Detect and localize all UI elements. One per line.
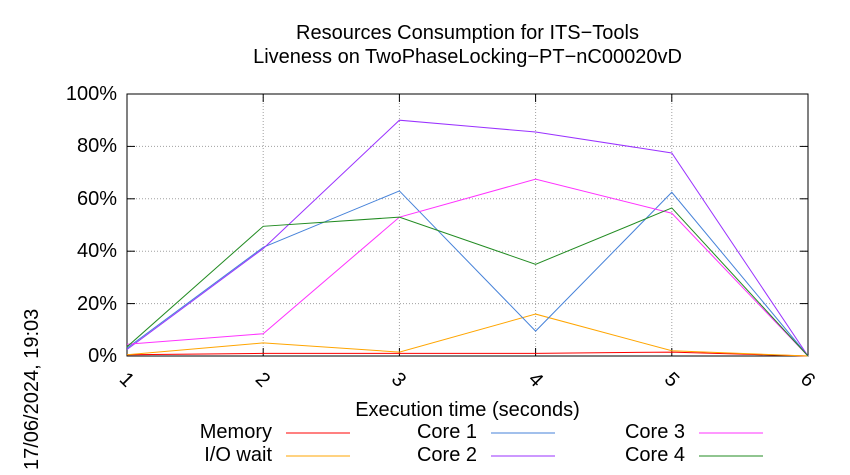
legend-label-core-3: Core 3 [624, 421, 685, 443]
chart-title: Resources Consumption for ITS−Tools [296, 22, 639, 44]
grid-lines [127, 94, 808, 356]
series-line-core-4 [126, 207, 809, 357]
y-tick-label: 80% [76, 135, 117, 158]
series-lines [126, 119, 809, 357]
chart-subtitle: Liveness on TwoPhaseLocking−PT−nC00020vD [253, 46, 682, 68]
legend-label-core-2: Core 2 [416, 444, 477, 466]
series-line-memory [126, 351, 809, 357]
y-tick-label: 60% [76, 187, 117, 210]
legend-label-i-o-wait: I/O wait [204, 444, 272, 466]
series-line-core-2 [126, 119, 809, 357]
legend-label-core-4: Core 4 [624, 444, 685, 466]
y-tick-label: 40% [76, 240, 117, 263]
timestamp: 17/06/2024, 19:03 [21, 308, 43, 470]
tick-marks [126, 93, 809, 357]
series-line-i-o-wait [126, 313, 809, 357]
y-tick-label: 20% [76, 292, 117, 315]
x-axis-label: Execution time (seconds) [355, 399, 580, 421]
y-tick-label: 100% [65, 83, 117, 105]
legend-label-memory: Memory [199, 421, 272, 443]
series-line-core-1 [126, 190, 809, 357]
legend-label-core-1: Core 1 [416, 421, 477, 443]
legend-swatches [286, 432, 763, 457]
series-line-core-3 [126, 178, 809, 357]
plot-frame [126, 93, 809, 357]
y-tick-label: 0% [88, 345, 117, 367]
